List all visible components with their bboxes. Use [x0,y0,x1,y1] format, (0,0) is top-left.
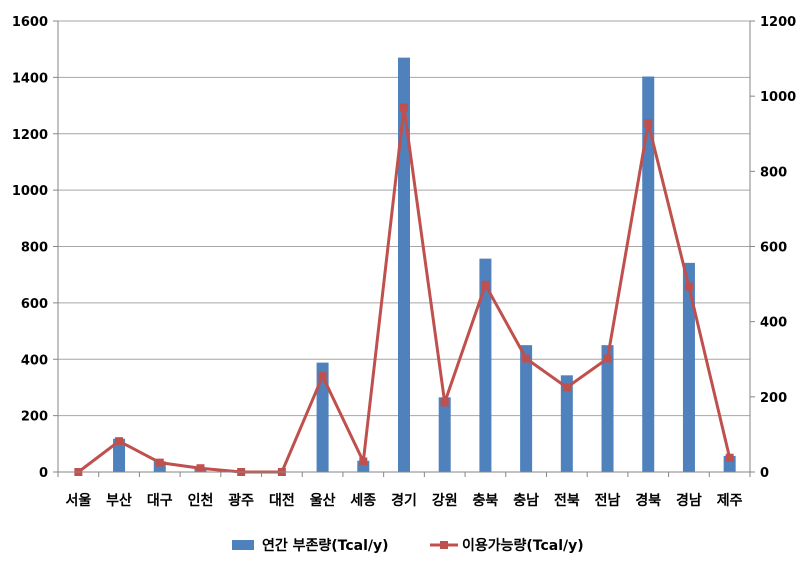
category-label: 제주 [717,493,743,509]
line-marker [440,398,449,407]
bar [682,262,695,472]
category-label: 인천 [188,492,214,509]
bar [520,345,533,472]
left-axis-ticks: 0 200 400 600 800 1000 1200 1400 1600 [12,15,48,481]
right-tick-label: 0 [760,466,769,481]
right-tick-label: 400 [760,316,787,331]
bar [113,438,126,472]
right-tick-label: 800 [760,165,787,180]
left-tick-label: 1200 [12,128,48,143]
legend-line-marker [440,541,448,549]
right-tick-label: 1000 [760,90,796,105]
category-label: 충남 [513,492,539,509]
bar [398,57,410,473]
line-marker [522,354,531,363]
bar-series [113,57,736,473]
line-marker [115,437,124,446]
left-tick-label: 800 [21,241,48,256]
right-tick-label: 200 [760,391,787,406]
left-tick-label: 1000 [12,184,48,199]
line-marker [196,464,205,473]
legend-line-label: 이용가능량(Tcal/y) [462,537,584,554]
category-label: 전북 [554,492,580,509]
bar [560,375,573,472]
right-tick-label: 1200 [760,15,796,30]
line-marker [644,119,653,128]
left-tick-label: 1400 [12,71,48,86]
category-label: 충북 [473,493,499,509]
line-marker [725,453,734,462]
bar [316,362,329,472]
bar [642,76,655,473]
category-label: 세종 [350,493,376,509]
category-label: 전남 [595,492,621,509]
bar [438,397,451,472]
category-label: 광주 [228,492,254,509]
left-tick-label: 0 [39,466,48,481]
category-label: 경남 [676,492,702,509]
legend-bar-label: 연간 부존량(Tcal/y) [262,537,389,554]
category-label: 강원 [432,492,458,509]
category-label: 대구 [147,493,173,509]
bar [357,460,370,472]
right-tick-label: 600 [760,241,787,256]
category-label: 경북 [635,492,661,509]
category-label: 부산 [106,492,132,509]
left-tick-label: 400 [21,353,48,368]
category-label: 울산 [310,492,336,509]
line-marker [359,457,368,466]
category-labels: 서울 부산 대구 인천 광주 대전 울산 세종 경기 강원 충북 충남 전북 전남 경북 경남 제주 [65,492,742,509]
left-tick-label: 200 [21,410,48,425]
category-label: 대전 [269,492,295,509]
category-label: 경기 [391,492,417,509]
legend: 연간 부존량(Tcal/y) 이용가능량(Tcal/y) [232,537,584,554]
line-marker [481,280,490,289]
axes [53,20,755,477]
category-label: 서울 [65,492,91,509]
line-marker [155,458,164,467]
line-marker [684,282,693,291]
line-marker [400,103,408,112]
legend-bar-swatch [232,540,254,550]
line-marker [318,372,327,381]
bar [479,258,492,472]
right-axis-ticks: 0 200 400 600 800 1000 1200 [760,15,796,481]
bar [153,461,166,472]
bar [601,345,614,472]
line-marker [603,354,612,363]
left-tick-label: 600 [21,297,48,312]
line-marker [562,383,571,392]
left-tick-label: 1600 [12,15,48,30]
